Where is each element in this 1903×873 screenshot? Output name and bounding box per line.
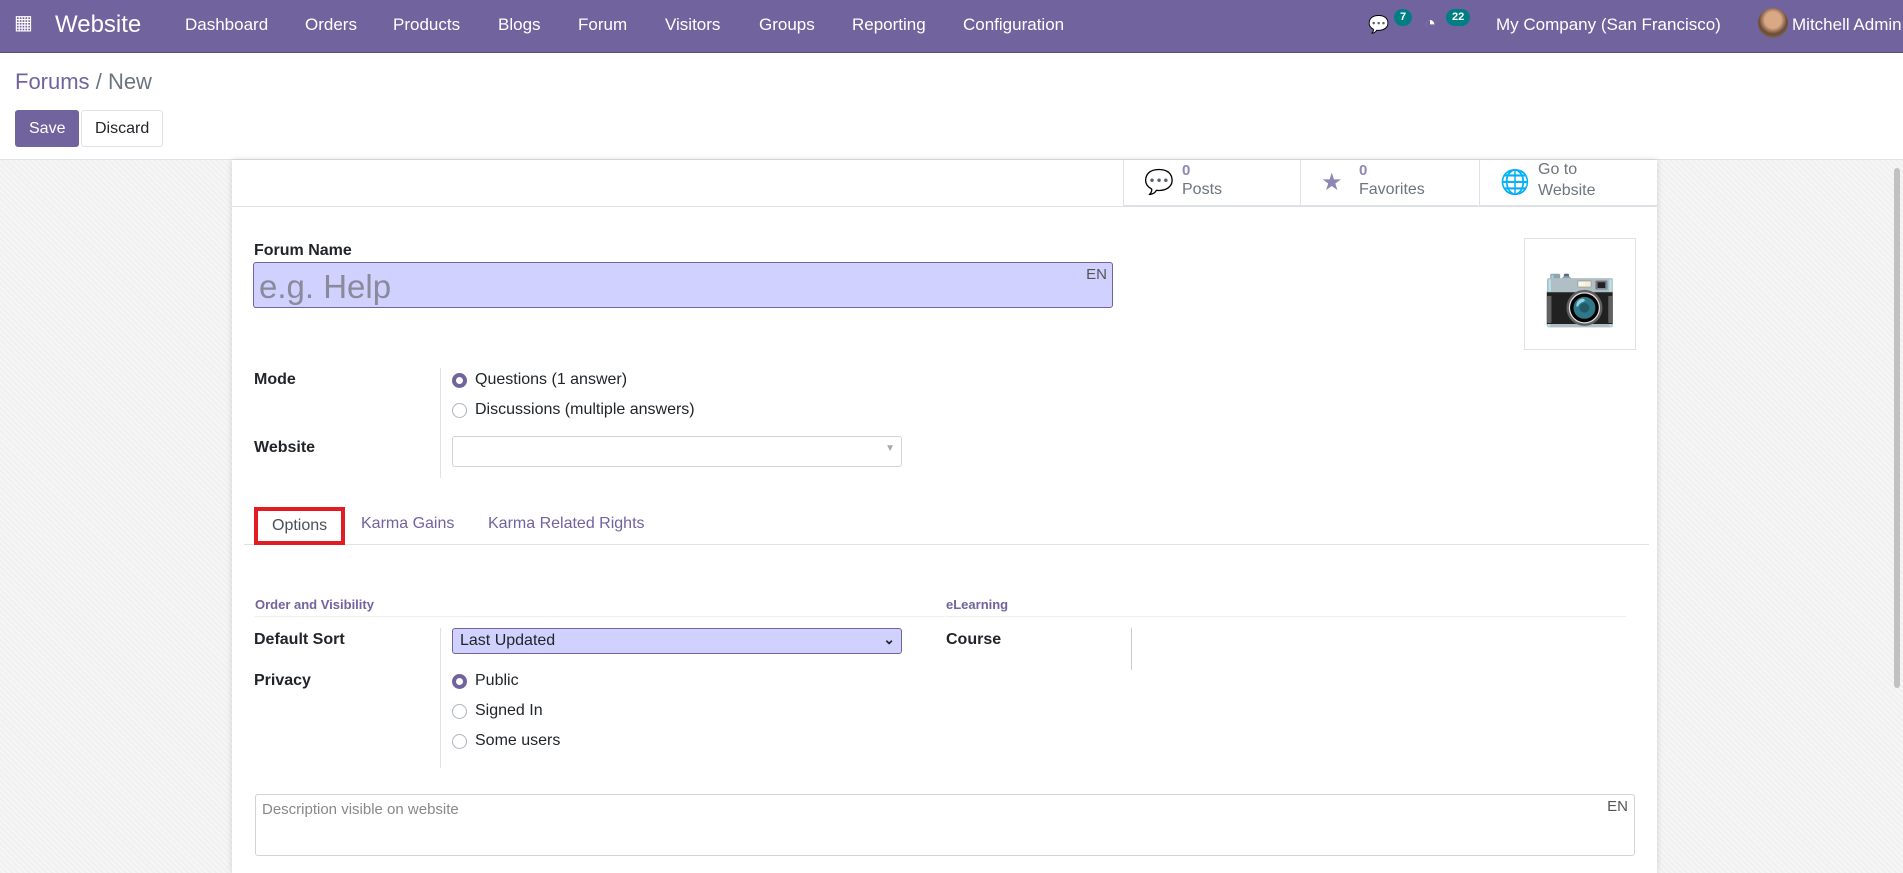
section-elearning: eLearning xyxy=(946,597,1009,612)
default-sort-label: Default Sort xyxy=(254,631,345,648)
default-sort-select[interactable]: Last Updated ⌄ xyxy=(452,628,902,654)
tab-options[interactable]: Options xyxy=(254,507,346,545)
star-icon: ★ xyxy=(1321,169,1343,196)
breadcrumb-current: New xyxy=(107,69,152,94)
breadcrumb: Forums / New xyxy=(15,69,152,95)
breadcrumb-forums[interactable]: Forums xyxy=(15,69,90,94)
activities-badge: 22 xyxy=(1446,9,1471,26)
menu-blogs[interactable]: Blogs xyxy=(498,15,541,34)
forum-name-placeholder: e.g. Help xyxy=(259,268,392,305)
control-panel: Forums / New Save Discard xyxy=(0,53,1903,160)
breadcrumb-separator: / xyxy=(95,69,102,94)
section-divider xyxy=(946,616,1626,617)
website-label: Website xyxy=(254,439,316,456)
language-button[interactable]: EN xyxy=(1086,266,1107,283)
description-placeholder: Description visible on website xyxy=(262,801,459,818)
comments-icon: 💬 xyxy=(1144,169,1174,196)
forum-name-input[interactable]: e.g. Help EN xyxy=(253,262,1113,308)
radio-checked[interactable] xyxy=(452,673,467,689)
posts-label: Posts xyxy=(1182,181,1223,198)
privacy-public-radio[interactable]: Public xyxy=(452,672,519,690)
language-button[interactable]: EN xyxy=(1607,798,1628,815)
apps-menu-icon[interactable]: ▦ xyxy=(14,12,33,34)
messages-icon[interactable]: 💬 xyxy=(1368,15,1390,34)
menu-forum[interactable]: Forum xyxy=(578,15,628,34)
save-button[interactable]: Save xyxy=(15,110,80,147)
radio-unchecked[interactable] xyxy=(452,402,467,418)
favorites-count: 0 xyxy=(1359,162,1368,179)
scrollbar-thumb[interactable] xyxy=(1894,168,1900,688)
radio-label: Signed In xyxy=(475,702,543,719)
button-box-divider xyxy=(232,206,1657,207)
globe-icon: 🌐 xyxy=(1500,169,1530,196)
radio-label: Discussions (multiple answers) xyxy=(475,401,695,418)
app-name[interactable]: Website xyxy=(55,11,142,38)
chevron-down-icon: ⌄ xyxy=(883,631,895,647)
forum-name-label: Forum Name xyxy=(254,242,352,259)
radio-checked[interactable] xyxy=(452,372,467,388)
activity-clock-icon[interactable]: ◔ xyxy=(1424,14,1437,34)
radio-label: Some users xyxy=(475,732,561,749)
favorites-stat-button[interactable]: ★ 0 Favorites xyxy=(1300,160,1478,206)
radio-unchecked[interactable] xyxy=(452,733,467,749)
website-select[interactable]: ▼ xyxy=(452,436,902,467)
menu-visitors[interactable]: Visitors xyxy=(665,15,721,34)
posts-stat-button[interactable]: 💬 0 Posts xyxy=(1123,160,1301,206)
default-sort-value: Last Updated xyxy=(460,632,556,649)
mode-questions-radio[interactable]: Questions (1 answer) xyxy=(452,371,627,389)
tab-karma-gains[interactable]: Karma Gains xyxy=(361,515,455,532)
menu-products[interactable]: Products xyxy=(393,15,461,34)
section-divider xyxy=(255,616,945,617)
form-sheet: 💬 0 Posts ★ 0 Favorites 🌐 Go to Website … xyxy=(232,160,1657,873)
go-to-label: Go to xyxy=(1538,161,1578,178)
avatar[interactable] xyxy=(1758,8,1788,38)
field-separator xyxy=(440,628,441,768)
mode-label: Mode xyxy=(254,371,296,388)
notebook-tabs: Options Karma Gains Karma Related Rights xyxy=(244,507,1649,545)
menu-dashboard[interactable]: Dashboard xyxy=(185,15,269,34)
messages-badge: 7 xyxy=(1394,9,1413,26)
radio-unchecked[interactable] xyxy=(452,703,467,719)
description-input[interactable]: Description visible on website EN xyxy=(255,794,1635,856)
radio-label: Questions (1 answer) xyxy=(475,371,628,388)
menu-reporting[interactable]: Reporting xyxy=(852,15,926,34)
menu-orders[interactable]: Orders xyxy=(305,15,357,34)
course-field[interactable] xyxy=(1131,628,1132,670)
top-navbar: ▦ Website Dashboard Orders Products Blog… xyxy=(0,0,1903,53)
mode-discussions-radio[interactable]: Discussions (multiple answers) xyxy=(452,401,695,419)
tab-karma-related-rights[interactable]: Karma Related Rights xyxy=(488,515,645,532)
go-to-website-button[interactable]: 🌐 Go to Website xyxy=(1479,160,1657,206)
scrollbar[interactable] xyxy=(1890,160,1903,873)
field-separator xyxy=(440,368,441,478)
discard-button[interactable]: Discard xyxy=(81,110,164,147)
camera-plus-icon[interactable]: 📷 xyxy=(1524,238,1636,350)
radio-label: Public xyxy=(475,672,519,689)
course-label: Course xyxy=(946,631,1002,648)
menu-groups[interactable]: Groups xyxy=(759,15,815,34)
posts-count: 0 xyxy=(1182,162,1191,179)
user-menu[interactable]: Mitchell Admin xyxy=(1792,15,1902,34)
section-order-visibility: Order and Visibility xyxy=(255,597,374,612)
company-switcher[interactable]: My Company (San Francisco) xyxy=(1496,15,1721,34)
privacy-signed-in-radio[interactable]: Signed In xyxy=(452,702,543,720)
website-label: Website xyxy=(1538,182,1596,199)
menu-configuration[interactable]: Configuration xyxy=(963,15,1065,34)
favorites-label: Favorites xyxy=(1359,181,1425,198)
privacy-label: Privacy xyxy=(254,672,311,689)
privacy-some-users-radio[interactable]: Some users xyxy=(452,732,560,750)
caret-down-icon: ▼ xyxy=(885,443,895,454)
